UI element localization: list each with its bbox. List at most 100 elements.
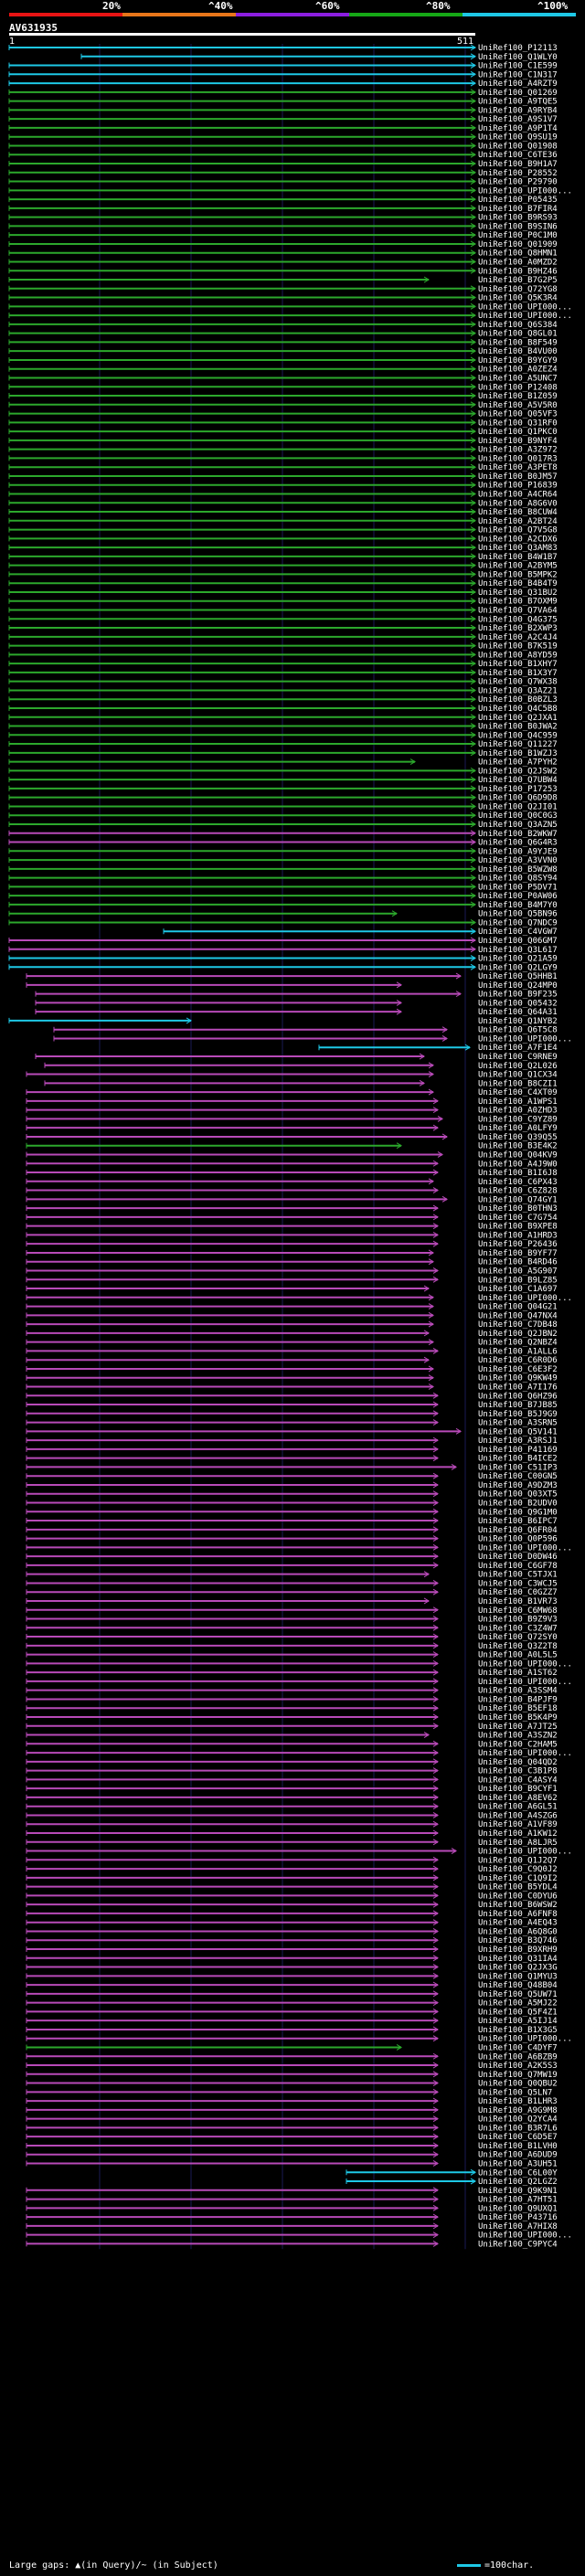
hit-arrowhead	[432, 1999, 439, 2007]
hit-row: UniRef100_C9RNE9	[35, 1053, 558, 1062]
hit-label: UniRef100_B4RD46	[478, 1258, 558, 1267]
hit-label: UniRef100_Q0P596	[478, 1535, 558, 1544]
hit-arrowhead	[470, 80, 476, 87]
hit-arrowhead	[470, 660, 476, 667]
hit-arrowhead	[428, 1339, 434, 1346]
hit-label: UniRef100_Q31BU2	[478, 588, 558, 598]
hit-row: UniRef100_P05435	[8, 196, 558, 205]
hit-label: UniRef100_B4VU00	[478, 347, 558, 356]
query-start-label: 1	[9, 37, 16, 47]
hit-row: UniRef100_C51IP3	[26, 1463, 558, 1472]
hit-row: UniRef100_Q6T5C8	[53, 1026, 558, 1035]
hit-label: UniRef100_P17253	[478, 785, 558, 794]
hit-row: UniRef100_A9P1T4	[8, 124, 558, 133]
hit-arrowhead	[432, 1704, 439, 1712]
hit-arrowhead	[428, 1062, 434, 1069]
hit-row: UniRef100_Q39Q55	[26, 1133, 558, 1142]
hit-label: UniRef100_Q7MW19	[478, 2071, 558, 2080]
hit-label: UniRef100_Q2JSW2	[478, 767, 558, 776]
hit-label: UniRef100_UPI000...	[478, 1294, 572, 1303]
hit-row: UniRef100_C1N317	[8, 70, 558, 80]
hit-row: UniRef100_B5J9G9	[26, 1410, 558, 1419]
hit-arrowhead	[432, 1972, 439, 1979]
hit-row: UniRef100_Q7NDC9	[8, 918, 558, 928]
hit-arrowhead	[470, 491, 476, 497]
hit-arrowhead	[419, 1053, 425, 1060]
hit-row: UniRef100_Q5K3R4	[8, 294, 558, 303]
query-bar	[9, 33, 475, 36]
hit-label: UniRef100_B4PJF9	[478, 1695, 558, 1704]
hit-arrowhead	[432, 2052, 439, 2060]
hit-label: UniRef100_Q0QBU2	[478, 2080, 558, 2089]
hit-arrowhead	[470, 553, 476, 560]
hit-arrowhead	[432, 2115, 439, 2123]
hit-label: UniRef100_A8EV62	[478, 1794, 558, 1803]
hit-label: UniRef100_A7HIX8	[478, 2222, 558, 2231]
hit-label: UniRef100_UPI000...	[478, 1749, 572, 1758]
hit-arrowhead	[391, 910, 398, 917]
hit-label: UniRef100_Q1PKC0	[478, 428, 558, 437]
hit-label: UniRef100_B9XRH9	[478, 1945, 558, 1955]
hit-label: UniRef100_Q24MP0	[478, 981, 558, 991]
hit-row: UniRef100_A6FNF8	[26, 1910, 558, 1919]
hit-label: UniRef100_C6R0D6	[478, 1356, 558, 1365]
hit-arrowhead	[470, 687, 476, 694]
hit-label: UniRef100_UPI000...	[478, 1659, 572, 1669]
hit-row: UniRef100_Q7UBW4	[8, 776, 558, 785]
hit-row: UniRef100_B0JM57	[8, 472, 558, 482]
hit-label: UniRef100_A3PET8	[478, 463, 558, 472]
hit-label: UniRef100_A3SSM4	[478, 1687, 558, 1696]
hit-arrowhead	[428, 1258, 434, 1266]
hit-label: UniRef100_P29790	[478, 178, 558, 187]
hit-row: UniRef100_A9S1V7	[8, 115, 558, 124]
hit-row: UniRef100_A3SSM4	[26, 1687, 558, 1696]
hit-arrowhead	[432, 1097, 439, 1105]
hit-row: UniRef100_A6Q8G0	[26, 1927, 558, 1936]
hit-label: UniRef100_P0C1M0	[478, 231, 558, 240]
hit-arrowhead	[451, 1848, 457, 1854]
hit-row: UniRef100_B4M7Y0	[8, 901, 558, 910]
hit-label: UniRef100_C0DYU6	[478, 1892, 558, 1901]
hit-row: UniRef100_A2K5S3	[26, 2062, 558, 2071]
hit-row: UniRef100_B9SIN6	[8, 222, 558, 231]
hit-arrowhead	[470, 544, 476, 551]
hit-row: UniRef100_UPI000...	[26, 2231, 572, 2241]
hit-arrowhead	[470, 160, 476, 167]
hit-row: UniRef100_A0ZHD3	[26, 1107, 558, 1116]
hit-label: UniRef100_Q017R3	[478, 454, 558, 463]
hit-arrowhead	[432, 1204, 439, 1212]
hit-label: UniRef100_B9H1A7	[478, 160, 558, 169]
hit-arrowhead	[432, 1490, 439, 1498]
hit-arrowhead	[432, 1794, 439, 1801]
hit-row: UniRef100_Q2LGZ2	[346, 2178, 558, 2187]
hit-row: UniRef100_Q48B04	[26, 1981, 558, 1990]
hit-row: UniRef100_A9G9M8	[26, 2106, 558, 2115]
hit-row: UniRef100_C1E599	[8, 62, 558, 71]
hit-arrowhead	[470, 588, 476, 596]
hit-row: UniRef100_B9NYF4	[8, 437, 558, 446]
hit-row: UniRef100_Q5LN7	[26, 2088, 552, 2097]
identity-scale: 20% ^40% ^60% ^80% ^100%	[0, 0, 585, 18]
hit-row: UniRef100_A8LJR5	[26, 1839, 558, 1848]
hit-label: UniRef100_Q8HMN1	[478, 249, 558, 259]
hit-row: UniRef100_B1X3Y7	[8, 669, 558, 678]
hit-arrowhead	[428, 1374, 434, 1382]
hit-arrowhead	[432, 1955, 439, 1962]
hit-row: UniRef100_Q5HHB1	[26, 972, 558, 981]
hit-arrowhead	[470, 98, 476, 105]
hit-arrowhead	[470, 2178, 476, 2185]
hit-label: UniRef100_P26436	[478, 1240, 558, 1249]
hit-arrowhead	[432, 1964, 439, 1970]
hit-label: UniRef100_B9RS93	[478, 214, 558, 223]
hit-label: UniRef100_Q9SU19	[478, 133, 558, 143]
hit-label: UniRef100_Q1MYU3	[478, 1972, 558, 1981]
hit-row: UniRef100_A6BZB9	[26, 2052, 558, 2062]
hit-label: UniRef100_C6PX43	[478, 1178, 558, 1187]
hit-row: UniRef100_Q1PKC0	[8, 428, 558, 437]
hit-arrowhead	[470, 347, 476, 355]
hit-label: UniRef100_A3VVN0	[478, 856, 558, 865]
hit-label: UniRef100_Q48B04	[478, 1981, 558, 1990]
query-title: AV631935	[9, 22, 58, 34]
hit-label: UniRef100_B5WZW8	[478, 865, 558, 875]
hit-label: UniRef100_P0AW06	[478, 892, 558, 901]
